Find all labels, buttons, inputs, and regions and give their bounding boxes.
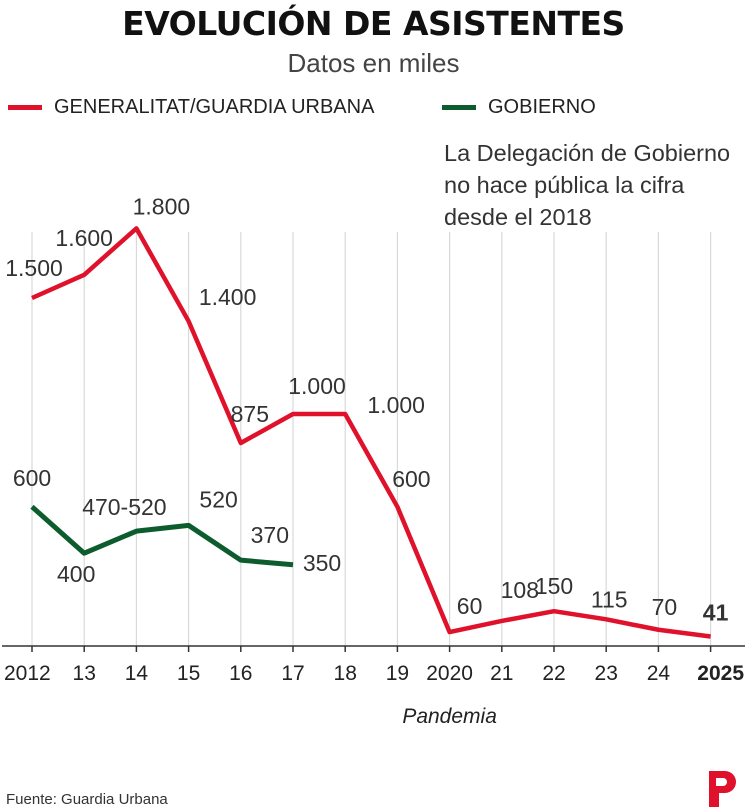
data-label: 150 — [535, 573, 573, 599]
data-label: 600 — [13, 465, 51, 491]
x-tick-label: 22 — [542, 662, 565, 685]
data-label: 370 — [251, 522, 289, 548]
data-label: 520 — [199, 486, 237, 512]
data-label: 600 — [392, 466, 430, 492]
annotation-note: La Delegación de Gobierno no hace públic… — [444, 140, 731, 230]
publisher-logo-icon — [709, 771, 736, 807]
data-label: 400 — [57, 561, 95, 587]
x-tick-label: 2012 — [4, 662, 51, 685]
chart-title: EVOLUCIÓN DE ASISTENTES — [122, 4, 625, 43]
x-tick-label: 15 — [177, 662, 200, 685]
legend-label-gobierno: GOBIERNO — [488, 96, 596, 118]
data-label: 115 — [591, 586, 628, 612]
data-label: 1.800 — [133, 193, 191, 219]
data-label: 108 — [501, 577, 539, 603]
x-tick-label: 13 — [73, 662, 96, 685]
x-tick-label: 18 — [334, 662, 357, 685]
source-note: Fuente: Guardia Urbana — [6, 791, 168, 808]
data-label: 1.400 — [199, 284, 257, 310]
data-label: 70 — [652, 594, 678, 620]
x-tick-label: 2025 — [697, 662, 744, 685]
legend-swatch-green — [442, 105, 476, 110]
x-tick-label: 17 — [281, 662, 304, 685]
data-label: 41 — [703, 599, 729, 625]
data-label: 470-520 — [82, 494, 166, 520]
data-label: 1.600 — [55, 225, 113, 251]
data-label: 350 — [303, 550, 341, 576]
legend-item-generalitat: GENERALITAT/GUARDIA URBANA — [8, 96, 374, 119]
x-tick-label: 24 — [647, 662, 671, 685]
legend-item-gobierno: GOBIERNO — [442, 96, 596, 119]
x-tick-label: 19 — [386, 662, 409, 685]
data-label: 1.000 — [367, 392, 425, 418]
annotation-pandemia: Pandemia — [402, 705, 497, 728]
x-tick-label: 14 — [125, 662, 149, 685]
x-tick-label: 2020 — [426, 662, 473, 685]
x-tick-label: 21 — [490, 662, 513, 685]
x-tick-label: 23 — [595, 662, 618, 685]
data-label: 60 — [457, 593, 483, 619]
series-line-gobierno — [30, 504, 294, 568]
series-line-generalitat — [31, 226, 711, 639]
chart-subtitle: Datos en miles — [287, 48, 460, 78]
x-tick-label: 16 — [229, 662, 252, 685]
legend-swatch-red — [8, 105, 42, 110]
data-label: 875 — [231, 401, 269, 427]
data-label: 1.500 — [5, 255, 63, 281]
data-label: 1.000 — [288, 373, 346, 399]
legend-label-generalitat: GENERALITAT/GUARDIA URBANA — [54, 96, 375, 118]
